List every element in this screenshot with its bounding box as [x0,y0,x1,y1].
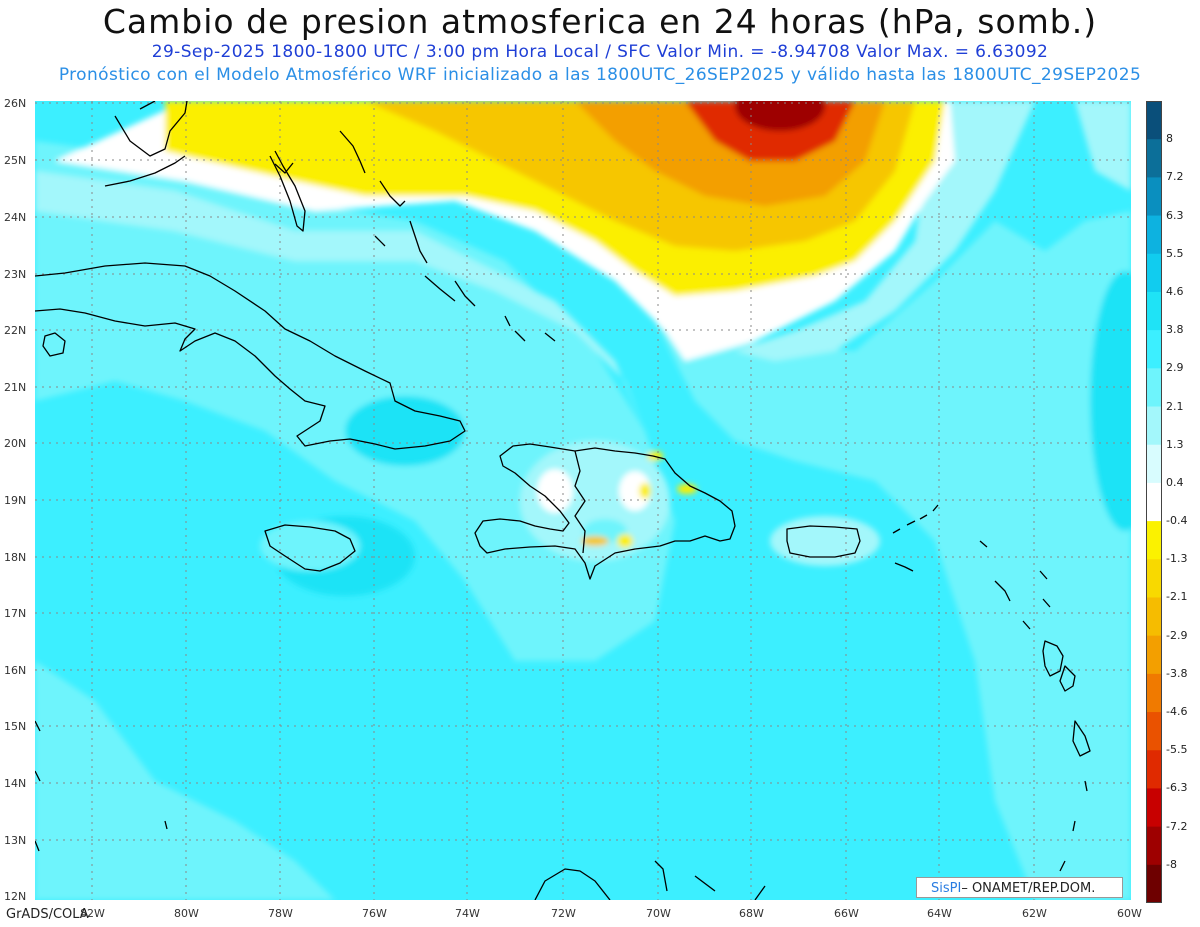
coast-florida [114,101,306,232]
colorbar-segment [1146,368,1162,408]
colorbar-label: 5.5 [1166,246,1184,260]
map-subtitle-date: 29-Sep-2025 1800-1800 UTC / 3:00 pm Hora… [151,42,1049,62]
colorbar-label: 2.9 [1166,361,1184,375]
lat-label: 18N [4,551,27,564]
coast-south-america [35,720,766,900]
grads-credit: GrADS/COLA [6,907,89,922]
coast-puerto-rico [786,525,861,558]
field-pale-far-east [1075,101,1131,191]
colorbar-segment [1146,406,1162,446]
lat-label: 16N [4,664,27,677]
graticule [35,101,1131,900]
colorbar-segment [1146,215,1162,255]
coast-florida-keys [104,155,186,187]
lat-label: 14N [4,777,27,790]
pressure-change-map [35,101,1131,900]
field-light-west [35,141,675,661]
colorbar-label: -2.1 [1166,590,1188,604]
lat-label: 17N [4,607,27,620]
colorbar-segment [1146,291,1162,331]
lon-label: 72W [551,907,576,920]
colorbar-label: 2.1 [1166,399,1184,413]
coast-bahamas-1 [274,130,556,342]
colorbar-segment [1146,712,1162,751]
colorbar-label: 0.4 [1166,475,1184,489]
lon-label: 64W [927,907,952,920]
lat-label: 25N [4,154,27,167]
colorbar-segment [1146,597,1162,637]
lat-label: 22N [4,324,27,337]
border-haiti-dr [574,450,586,554]
colorbar-segment [1146,444,1162,484]
lat-label: 19N [4,494,27,507]
lat-label: 21N [4,381,27,394]
colorbar-segment [1146,253,1162,293]
field-pale-band [35,171,645,431]
lon-label: 62W [1022,907,1047,920]
colorbar [1146,101,1162,903]
colorbar-segment [1146,330,1162,369]
colorbar-segment [1146,750,1162,789]
coast-cuba [35,262,466,450]
coast-hispaniola [474,443,736,580]
colorbar-segment [1146,559,1162,598]
coastlines [35,101,1091,900]
colorbar-border [1146,101,1162,903]
lat-label: 23N [4,268,27,281]
colorbar-segment [1146,101,1162,140]
sispi-logo: SisPI– ONAMET/REP.DOM. [916,877,1123,898]
lon-label: 68W [739,907,764,920]
lon-label: 80W [174,907,199,920]
colorbar-segment [1146,864,1162,903]
colorbar-label: -4.6 [1166,705,1188,719]
field-light-east [635,211,1131,900]
logo-org: – ONAMET/REP.DOM. [961,881,1096,896]
lat-label: 20N [4,437,27,450]
coast-jamaica [264,524,356,572]
logo-brand: SisPI [931,881,962,896]
map-subtitle-model: Pronóstico con el Modelo Atmosférico WRF… [58,65,1142,85]
field-darkred-core [735,101,825,131]
lat-label: 24N [4,211,27,224]
map-title: Cambio de presion atmosferica en 24 hora… [102,2,1098,41]
colorbar-label: -1.3 [1166,552,1188,566]
lon-label: 74W [455,907,480,920]
colorbar-label: 7.2 [1166,170,1184,184]
colorbar-segment [1146,635,1162,675]
lon-label: 76W [362,907,387,920]
field-deep-cuba [345,396,465,466]
lat-label: 13N [4,834,27,847]
colorbar-label: 4.6 [1166,284,1184,298]
colorbar-label: -2.9 [1166,628,1188,642]
colorbar-label: 8 [1166,132,1173,146]
coast-lesser-antilles [892,504,1091,872]
lat-label: 12N [4,890,27,903]
colorbar-segment [1146,139,1162,178]
colorbar-label: -7.2 [1166,819,1188,833]
colorbar-label: 3.8 [1166,323,1184,337]
colorbar-label: -8 [1166,857,1177,871]
lat-label: 15N [4,720,27,733]
colorbar-label: -6.3 [1166,781,1188,795]
colorbar-label: -3.8 [1166,666,1188,680]
colorbar-segment [1146,177,1162,217]
lon-label: 70W [646,907,671,920]
colorbar-segment [1146,826,1162,866]
lat-label: 26N [4,97,27,110]
lon-label: 78W [268,907,293,920]
coast-isla-juventud [42,332,66,357]
colorbar-segment [1146,788,1162,828]
colorbar-segment [1146,521,1162,560]
colorbar-segment [1146,482,1162,522]
colorbar-segment [1146,673,1162,713]
colorbar-label: -5.5 [1166,743,1188,757]
lon-label: 60W [1117,907,1142,920]
colorbar-label: -0.4 [1166,514,1188,528]
field-deep-east [1090,271,1131,531]
field-pale-east [735,101,1035,361]
colorbar-label: 1.3 [1166,437,1184,451]
lon-label: 66W [834,907,859,920]
lon-label: 82W [80,907,105,920]
colorbar-label: 6.3 [1166,208,1184,222]
